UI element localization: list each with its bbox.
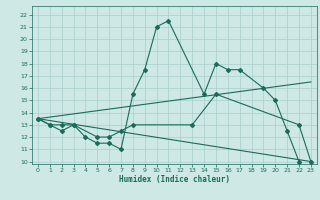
X-axis label: Humidex (Indice chaleur): Humidex (Indice chaleur) (119, 175, 230, 184)
